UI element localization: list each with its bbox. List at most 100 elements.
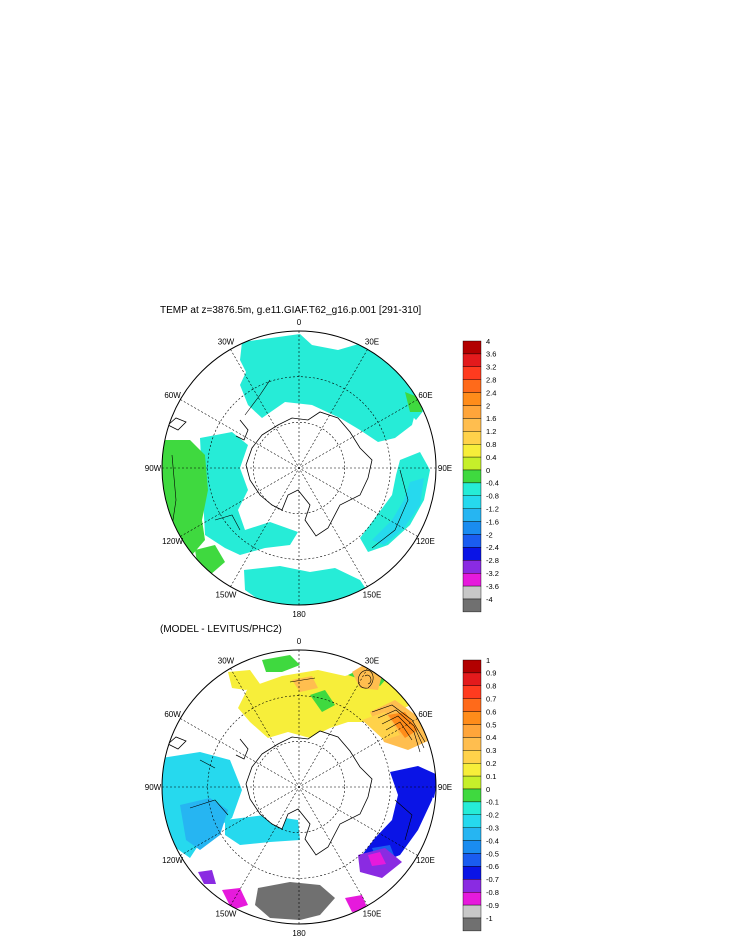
colorbar-label: 1.6	[486, 414, 496, 423]
colorbar-label: 3.6	[486, 350, 496, 359]
longitude-label: 120E	[416, 537, 435, 546]
map-border	[161, 649, 437, 925]
colorbar-swatch	[462, 340, 482, 355]
colorbar-swatch	[462, 547, 482, 561]
colorbar-swatch	[462, 482, 482, 496]
colorbar-swatch	[462, 379, 482, 393]
colorbar-label: 0.9	[486, 669, 496, 678]
colorbar-label: 3.2	[486, 363, 496, 372]
colorbar-label: 2	[486, 401, 490, 410]
colorbar-label: 2.8	[486, 376, 496, 385]
longitude-label: 30W	[218, 657, 235, 666]
colorbar-label: 0.4	[486, 733, 496, 742]
colorbar-label: -3.6	[486, 582, 499, 591]
colorbar-label: 0.3	[486, 746, 496, 755]
colorbar-label: -1.6	[486, 517, 499, 526]
colorbar-label: 0	[486, 466, 490, 475]
colorbar-swatch	[462, 585, 482, 600]
colorbar-label: 4	[486, 337, 490, 346]
colorbar-swatch	[462, 353, 482, 367]
colorbar-swatch	[462, 724, 482, 738]
panel-2-map: 0 30E 60E 90E 120E 150E 180 150W 120W 90W 60W 30W	[145, 637, 452, 938]
colorbar-label: -0.5	[486, 849, 499, 858]
colorbar-swatch	[462, 405, 482, 419]
colorbar-swatch	[462, 879, 482, 893]
colorbar-label: -2	[486, 530, 493, 539]
longitude-label: 120E	[416, 856, 435, 865]
colorbar-label: -0.4	[486, 836, 499, 845]
colorbar-swatch	[462, 444, 482, 458]
colorbar-label: 0.4	[486, 453, 496, 462]
longitude-label: 30E	[365, 338, 379, 347]
colorbar-label: -0.9	[486, 901, 499, 910]
colorbar-label: -0.6	[486, 862, 499, 871]
colorbar-label: -3.2	[486, 569, 499, 578]
longitude-label: 150E	[363, 590, 382, 599]
colorbar-swatch	[462, 418, 482, 432]
colorbar-swatch	[462, 814, 482, 828]
colorbar-swatch	[462, 469, 482, 484]
longitude-label: 180	[292, 929, 306, 938]
colorbar-label: 0.2	[486, 759, 496, 768]
colorbar-swatch	[462, 685, 482, 699]
colorbar-swatch	[462, 775, 482, 790]
longitude-label: 30W	[218, 338, 235, 347]
colorbar-label: -2.8	[486, 556, 499, 565]
colorbar-swatch	[462, 827, 482, 841]
colorbar-swatch	[462, 763, 482, 777]
colorbar-swatch	[462, 866, 482, 880]
colorbar-swatch	[462, 853, 482, 867]
colorbar-label: 0.1	[486, 772, 496, 781]
longitude-label: 30E	[365, 657, 379, 666]
longitude-label: 90W	[145, 464, 162, 473]
colorbar-swatch	[462, 534, 482, 548]
colorbar-label: -0.4	[486, 479, 499, 488]
colorbar-swatch	[462, 659, 482, 674]
colorbar-swatch	[462, 917, 482, 932]
panel-1-colorbar: 4 3.6 3.2 2.8 2.4 2 1.6 1.2 0.8 0.4 0 -0.4 -0.8 -1.2 -…	[462, 337, 499, 613]
colorbar-swatch	[462, 711, 482, 725]
colorbar-swatch	[462, 521, 482, 535]
colorbar-swatch	[462, 456, 482, 471]
longitude-label: 60W	[164, 391, 181, 400]
colorbar-label: 1	[486, 656, 490, 665]
colorbar-swatch	[462, 840, 482, 854]
colorbar-label: -0.1	[486, 798, 499, 807]
longitude-label: 180	[292, 610, 306, 619]
longitude-label: 0	[297, 318, 302, 327]
colorbar-label: 1.2	[486, 427, 496, 436]
graticule	[162, 650, 436, 924]
colorbar-label: -0.8	[486, 492, 499, 501]
colorbar-label: -0.3	[486, 824, 499, 833]
longitude-label: 90E	[438, 783, 452, 792]
colorbar-label: -0.7	[486, 875, 499, 884]
panel-1-map: 0 30E 60E 90E 120E 150E 180 150W 120W 90W 60W 30W	[145, 318, 452, 619]
colorbar-swatch	[462, 495, 482, 509]
colorbar-label: -1	[486, 914, 493, 923]
colorbar-swatch	[462, 366, 482, 380]
longitude-label: 60E	[418, 710, 432, 719]
colorbar-swatch	[462, 598, 482, 613]
colorbar-label: 0.8	[486, 440, 496, 449]
colorbar-label: -4	[486, 595, 493, 604]
colorbar-swatch	[462, 698, 482, 712]
longitude-label: 0	[297, 637, 302, 646]
colorbar-label: 0.5	[486, 720, 496, 729]
colorbar-swatch	[462, 392, 482, 406]
colorbar-label: -1.2	[486, 505, 499, 514]
panel-2-title: (MODEL - LEVITUS/PHC2)	[160, 624, 282, 635]
colorbar-label: 0.8	[486, 682, 496, 691]
colorbar-swatch	[462, 801, 482, 816]
colorbar-label: 2.4	[486, 388, 496, 397]
longitude-label: 150E	[363, 909, 382, 918]
colorbar-label: 0.6	[486, 707, 496, 716]
longitude-label: 60E	[418, 391, 432, 400]
longitude-label: 120W	[162, 856, 183, 865]
map-border	[161, 330, 437, 606]
colorbar-label: -0.2	[486, 811, 499, 820]
panel-1-title: TEMP at z=3876.5m, g.e11.GIAF.T62_g16.p.…	[160, 305, 422, 316]
colorbar-swatch	[462, 892, 482, 906]
colorbar-swatch	[462, 788, 482, 803]
longitude-label: 120W	[162, 537, 183, 546]
